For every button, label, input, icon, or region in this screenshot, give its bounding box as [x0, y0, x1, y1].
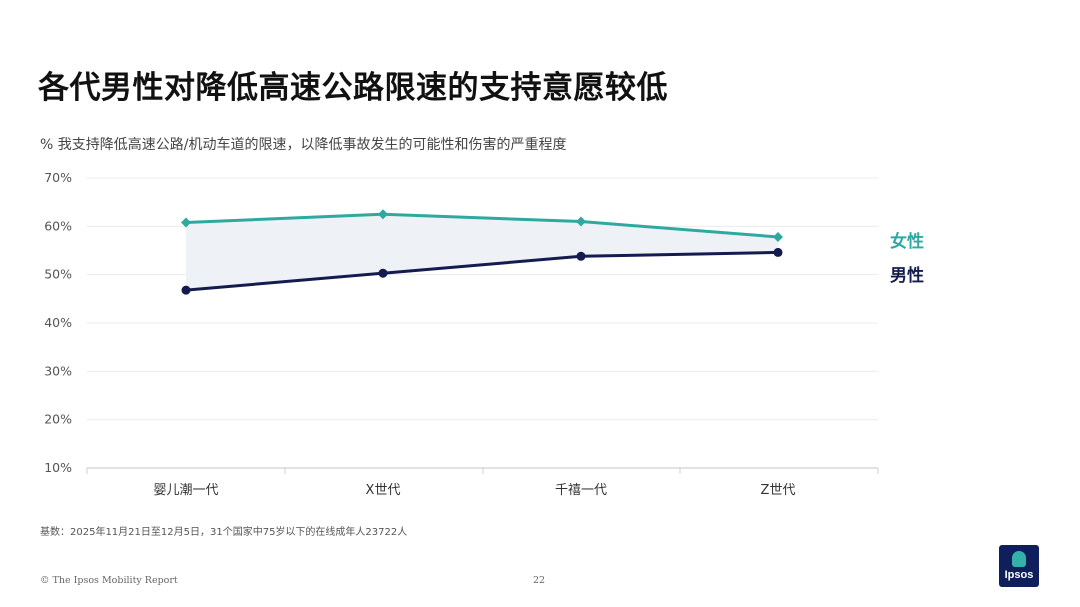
y-tick-label: 60%: [44, 218, 72, 233]
data-point: [773, 247, 783, 257]
data-point: [576, 216, 586, 227]
y-tick-label: 70%: [44, 170, 72, 185]
series-line: [185, 212, 779, 239]
y-tick-label: 50%: [44, 267, 72, 282]
legend-label: 女性: [890, 231, 924, 252]
y-tick-label: 30%: [44, 363, 72, 378]
x-tick-label: 千禧一代: [555, 483, 607, 498]
page-title: 各代男性对降低高速公路限速的支持意愿较低: [38, 70, 668, 106]
base-note: 基数：2025年11月21日至12月5日，31个国家中75岁以下的在线成年人23…: [40, 527, 408, 538]
x-tick-label: Z世代: [761, 483, 796, 498]
data-point: [773, 231, 783, 242]
page-number: 22: [533, 575, 546, 586]
series-line: [185, 250, 779, 292]
data-point: [576, 251, 586, 261]
x-tick-label: X世代: [366, 483, 401, 498]
data-point: [181, 217, 191, 228]
y-tick-label: 20%: [44, 412, 72, 427]
chart-subtitle: % 我支持降低高速公路/机动车道的限速，以降低事故发生的可能性和伤害的严重程度: [40, 137, 567, 153]
y-tick-label: 10%: [44, 460, 72, 475]
logo-wordmark: Ipsos: [1004, 569, 1034, 581]
gap-area: [186, 214, 778, 291]
data-point: [378, 268, 388, 278]
data-point: [181, 285, 191, 295]
footer-copyright: © The Ipsos Mobility Report: [40, 575, 178, 586]
x-tick-label: 婴儿潮一代: [153, 483, 218, 498]
logo-tab-shape: [1012, 551, 1026, 567]
data-point: [378, 209, 388, 220]
ipsos-logo: Ipsos: [999, 545, 1039, 587]
legend-label: 男性: [890, 265, 924, 286]
y-tick-label: 40%: [44, 315, 72, 330]
